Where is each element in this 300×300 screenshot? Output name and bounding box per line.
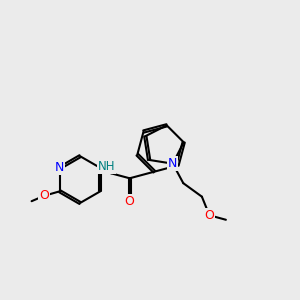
Text: O: O [125, 195, 135, 208]
Text: N: N [168, 157, 178, 170]
Text: O: O [39, 189, 49, 202]
Text: N: N [55, 161, 64, 174]
Text: O: O [204, 209, 214, 222]
Text: NH: NH [98, 160, 116, 173]
